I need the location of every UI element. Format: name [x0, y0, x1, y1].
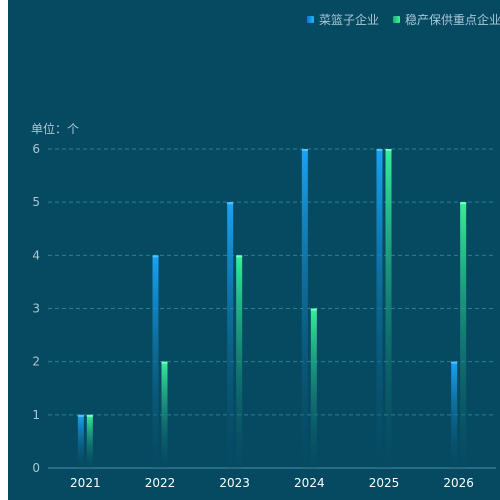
x-category-label: 2023 [219, 476, 250, 490]
bar-series-1 [301, 149, 308, 468]
bar-cap-series-2 [236, 255, 243, 258]
bar-cap-series-1 [227, 202, 234, 205]
x-category-label: 2022 [145, 476, 176, 490]
bar-cap-series-2 [385, 149, 392, 151]
legend-swatch-series-1 [307, 16, 314, 23]
bar-series-2 [86, 414, 93, 468]
bar-cap-series-1 [152, 255, 159, 258]
bar-series-1 [152, 255, 159, 468]
bar-cap-series-1 [77, 414, 84, 417]
legend-item-series-1[interactable]: 菜篮子企业 [307, 11, 379, 28]
y-tick-label: 6 [32, 142, 40, 156]
y-tick-label: 0 [32, 461, 40, 475]
y-tick-label: 1 [32, 408, 40, 422]
y-tick-label: 3 [32, 302, 40, 316]
y-tick-label: 4 [32, 248, 40, 262]
chart-legend: 菜篮子企业 稳产保供重点企业 [307, 11, 500, 28]
bar-series-1 [227, 202, 234, 468]
x-category-label: 2024 [294, 476, 325, 490]
legend-label-series-1: 菜篮子企业 [319, 13, 380, 27]
y-tick-label: 5 [32, 195, 40, 209]
bar-cap-series-1 [376, 149, 383, 151]
bar-series-2 [161, 361, 168, 468]
bar-series-1 [77, 414, 84, 468]
legend-swatch-series-2 [393, 16, 401, 23]
bar-series-2 [310, 308, 317, 468]
bar-series-2 [385, 149, 392, 468]
bar-cap-series-2 [310, 308, 317, 311]
legend-item-series-2[interactable]: 稳产保供重点企业 [393, 11, 500, 28]
x-category-label: 2021 [70, 476, 101, 490]
x-category-label: 2025 [369, 476, 400, 490]
x-category-label: 2026 [443, 476, 474, 490]
bar-cap-series-2 [460, 202, 467, 205]
y-axis-unit-label: 单位：个 [31, 122, 80, 136]
bar-cap-series-1 [451, 361, 458, 364]
bar-cap-series-2 [161, 361, 168, 364]
legend-label-series-2: 稳产保供重点企业 [405, 13, 500, 27]
bar-cap-series-2 [86, 414, 93, 417]
bar-series-1 [451, 361, 458, 468]
bar-series-2 [236, 255, 243, 468]
bar-series-1 [376, 149, 383, 468]
bar-series-2 [460, 202, 467, 468]
bar-cap-series-1 [301, 149, 308, 151]
y-tick-label: 2 [32, 355, 40, 369]
